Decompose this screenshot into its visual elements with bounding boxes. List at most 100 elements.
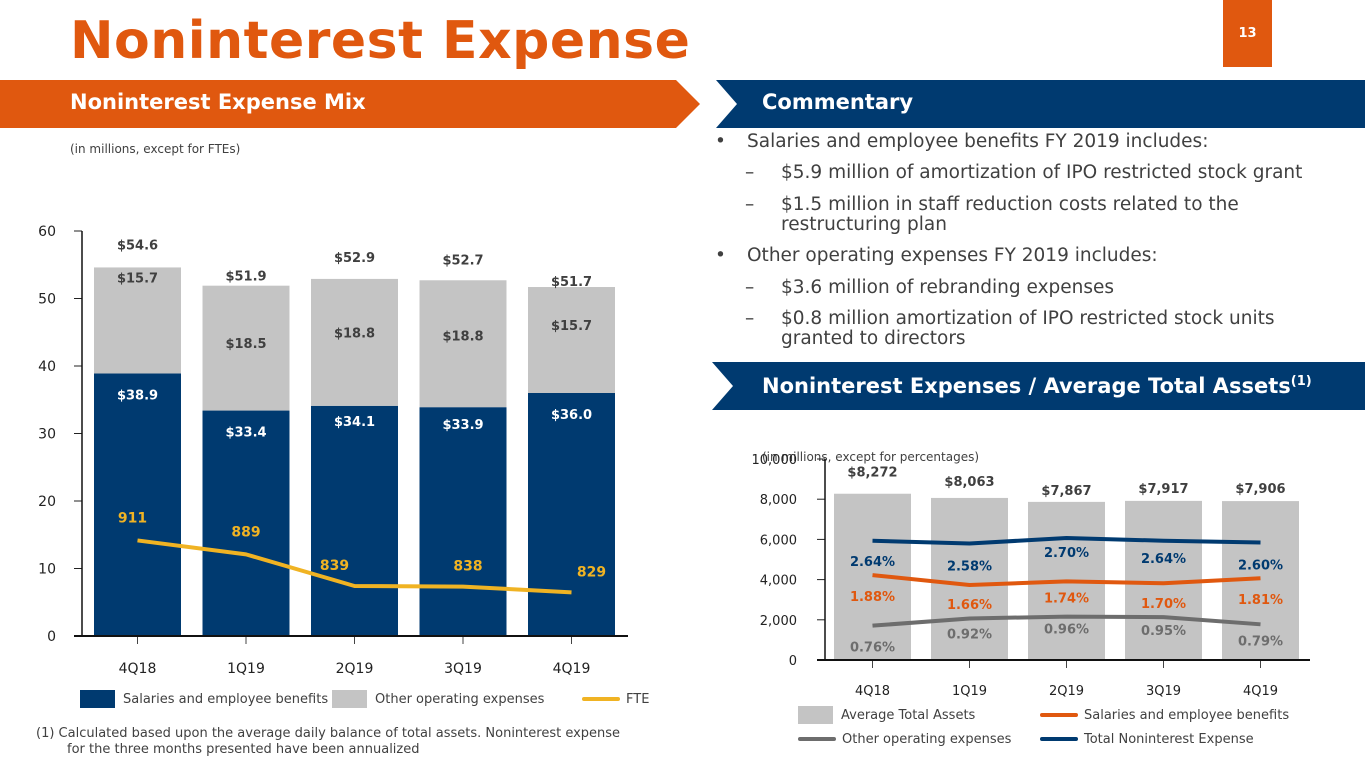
y-tick-label: 4,000 [760, 574, 797, 589]
salaries-line [872, 573, 1261, 588]
data-label-other: $18.8 [442, 330, 483, 345]
data-label-avg-assets: $7,906 [1235, 482, 1285, 497]
legend-item-avg-assets: Average Total Assets [798, 706, 975, 724]
data-label-other-expense: 0.92% [947, 627, 992, 642]
bar-other [94, 267, 181, 374]
legend-label: Salaries and employee benefits [123, 691, 329, 707]
expense-ratio-chart: 0 2,000 4,000 6,000 8,000 10,000 $8,272 4Q18 $8,… [752, 453, 1310, 699]
ratio-units-note: (in millions, except for percentages) [762, 450, 980, 464]
data-label-total-expense: 2.58% [947, 559, 992, 574]
data-label-salaries: $36.0 [551, 408, 592, 423]
data-label-fte: 911 [118, 510, 147, 526]
legend-item-salaries: Salaries and employee benefits [80, 690, 328, 708]
expense-mix-chart: 0 10 20 30 40 50 60 $38.9 $15.7 $54.6 4Q18 $33.4 $18… [38, 224, 628, 677]
legend-label: Other operating expenses [842, 731, 1012, 747]
commentary-subitem: $5.9 million of amortization of IPO rest… [781, 162, 1303, 183]
legend-label: Salaries and employee benefits [1084, 707, 1290, 723]
data-label-total: $52.9 [334, 251, 375, 266]
bar-other [202, 285, 290, 411]
y-tick-label: 60 [38, 224, 56, 240]
legend-line-swatch [1040, 713, 1078, 717]
x-tick-label: 3Q19 [1146, 684, 1181, 699]
x-tick-label: 4Q19 [553, 661, 591, 677]
bullet-icon: • [715, 245, 726, 266]
data-label-other: $18.5 [225, 337, 266, 352]
commentary-subitem: $3.6 million of rebranding expenses [781, 277, 1115, 298]
x-tick-label: 1Q19 [952, 684, 987, 699]
data-label-other: $18.8 [334, 326, 375, 341]
data-label-total-expense: 2.70% [1044, 546, 1089, 561]
data-label-other-expense: 0.76% [850, 641, 895, 656]
data-label-fte: 838 [453, 559, 482, 575]
x-tick-label: 1Q19 [227, 661, 265, 677]
data-label-other-expense: 0.79% [1238, 634, 1283, 649]
x-tick-label: 2Q19 [336, 661, 374, 677]
data-label-salaries: 1.70% [1141, 597, 1186, 612]
commentary-subitem-cont: granted to directors [781, 328, 966, 349]
x-tick-label: 3Q19 [444, 661, 482, 677]
ratio-banner-footnote-ref: (1) [1290, 374, 1312, 389]
other-expense-line [872, 614, 1261, 628]
y-tick-label: 50 [38, 292, 56, 308]
y-tick-label: 10,000 [752, 453, 798, 468]
data-label-total: $51.9 [225, 270, 266, 285]
y-tick-label: 8,000 [760, 493, 797, 508]
data-label-total-expense: 2.64% [1141, 552, 1186, 567]
y-tick-label: 0 [789, 654, 797, 669]
legend-swatch [798, 706, 833, 724]
ratio-banner-shape [712, 362, 1365, 410]
bar-salaries [94, 373, 181, 636]
legend-label: Total Noninterest Expense [1084, 731, 1254, 747]
data-label-salaries: 1.74% [1044, 591, 1089, 606]
data-label-other: $15.7 [117, 271, 158, 286]
dash-icon: – [745, 194, 755, 215]
data-label-salaries: $33.9 [442, 418, 483, 433]
data-label-other: $15.7 [551, 319, 592, 334]
legend-line-swatch [1040, 737, 1078, 741]
bar-other [419, 280, 507, 408]
legend-item-salaries: Salaries and employee benefits [1040, 706, 1289, 724]
y-tick-label: 10 [38, 562, 56, 578]
data-label-salaries: 1.81% [1238, 593, 1283, 608]
data-label-salaries: 1.66% [947, 598, 992, 613]
data-label-avg-assets: $7,867 [1041, 484, 1091, 499]
bar-other [528, 287, 615, 393]
data-label-total-expense: 2.60% [1238, 559, 1283, 574]
data-label-avg-assets: $8,063 [944, 475, 994, 490]
data-label-fte: 889 [231, 524, 260, 540]
legend-line-swatch [582, 697, 620, 701]
y-tick-label: 0 [47, 629, 56, 645]
legend-line-swatch [798, 737, 836, 741]
footnote-line: for the three months presented have been… [67, 742, 420, 757]
data-label-fte: 839 [320, 558, 349, 574]
legend-label: FTE [626, 691, 650, 707]
commentary-banner-shape [716, 80, 1365, 128]
legend-label: Average Total Assets [841, 707, 976, 723]
dash-icon: – [745, 308, 755, 329]
fte-line [137, 538, 572, 595]
data-label-salaries: $33.4 [225, 426, 266, 441]
data-label-total-expense: 2.64% [850, 555, 895, 570]
legend-item-other: Other operating expenses [798, 730, 1011, 748]
bar-other [311, 278, 398, 406]
dash-icon: – [745, 277, 755, 298]
commentary-subitem: $0.8 million amortization of IPO restric… [781, 308, 1275, 329]
legend-swatch [332, 690, 367, 708]
data-label-other-expense: 0.95% [1141, 624, 1186, 639]
page-number-badge: 13 [1223, 0, 1272, 67]
y-tick-label: 6,000 [760, 533, 797, 548]
mix-units-note: (in millions, except for FTEs) [70, 142, 241, 156]
total-expense-line [872, 536, 1261, 546]
data-label-avg-assets: $7,917 [1138, 482, 1188, 497]
data-label-other-expense: 0.96% [1044, 623, 1089, 638]
legend-item-other: Other operating expenses [332, 690, 544, 708]
legend-label: Other operating expenses [375, 691, 545, 707]
y-tick-label: 20 [38, 494, 56, 510]
legend-item-total: Total Noninterest Expense [1040, 730, 1254, 748]
data-label-total: $54.6 [117, 238, 158, 253]
data-label-salaries: $34.1 [334, 415, 375, 430]
commentary-banner-title: Commentary [762, 90, 914, 114]
data-label-salaries: 1.88% [850, 590, 895, 605]
data-label-salaries: $38.9 [117, 388, 158, 403]
data-label-total: $52.7 [442, 253, 483, 268]
